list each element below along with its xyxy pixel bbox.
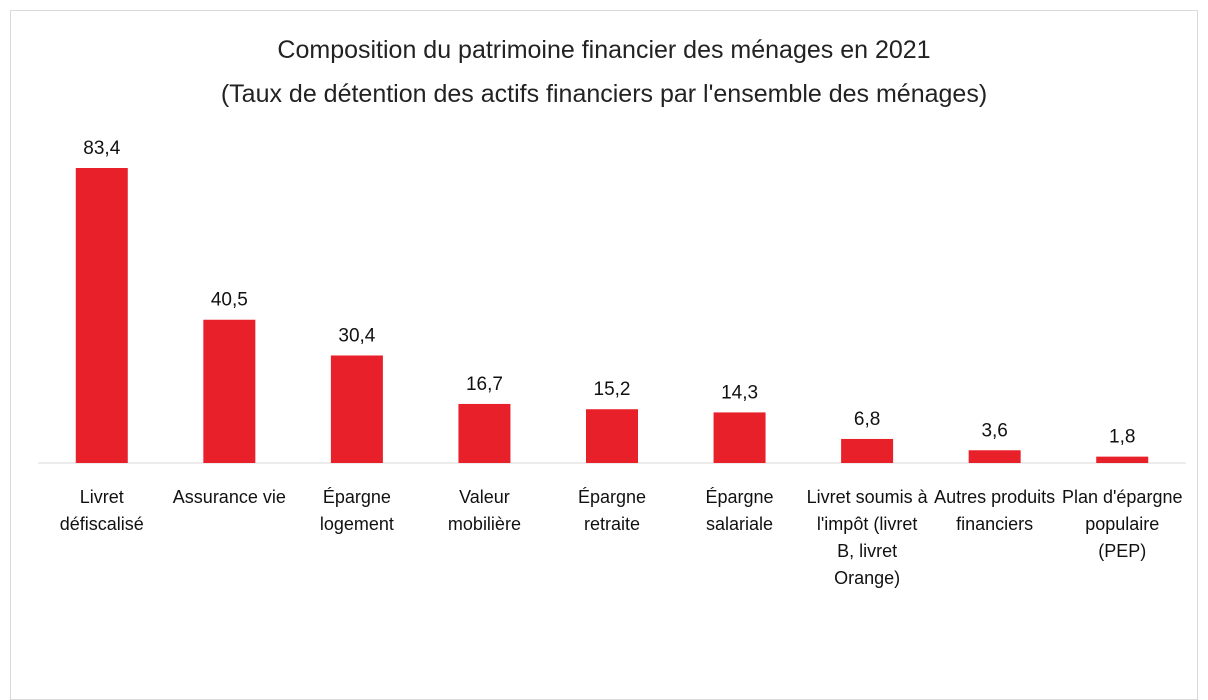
bar: [1096, 456, 1149, 463]
data-label: 3,6: [981, 420, 1007, 441]
bar: [713, 412, 766, 463]
data-label: 83,4: [83, 138, 120, 159]
x-tick-label: Livret soumis à l'impôt (livret B, livre…: [806, 487, 928, 588]
x-tick-label: Valeur mobilière: [447, 487, 521, 534]
x-tick-label: Livret défiscalisé: [59, 487, 144, 534]
chart-subtitle: (Taux de détention des actifs financiers…: [220, 80, 988, 108]
x-tick-label: Autres produits financiers: [934, 487, 1056, 534]
bar: [458, 403, 511, 463]
bar: [841, 438, 894, 463]
x-tick-label: Épargne salariale: [705, 487, 774, 534]
chart-title: Composition du patrimoine financier des …: [277, 36, 931, 64]
data-label: 16,7: [466, 374, 503, 395]
data-label: 15,2: [594, 379, 631, 400]
bar: [330, 355, 383, 463]
bar: [203, 319, 256, 463]
x-tick-label: Épargne logement: [319, 487, 394, 534]
data-label: 40,5: [211, 290, 248, 311]
bar: [968, 450, 1021, 463]
data-label: 1,8: [1109, 427, 1135, 448]
data-label: 6,8: [854, 409, 880, 430]
x-tick-label: Épargne retraite: [577, 487, 647, 534]
data-label: 14,3: [721, 382, 758, 403]
data-label: 30,4: [338, 325, 375, 346]
x-tick-label: Assurance vie: [172, 487, 286, 507]
bar: [586, 409, 638, 463]
x-tick-label: Plan d'épargne populaire (PEP): [1061, 487, 1183, 561]
bar: [75, 168, 128, 463]
